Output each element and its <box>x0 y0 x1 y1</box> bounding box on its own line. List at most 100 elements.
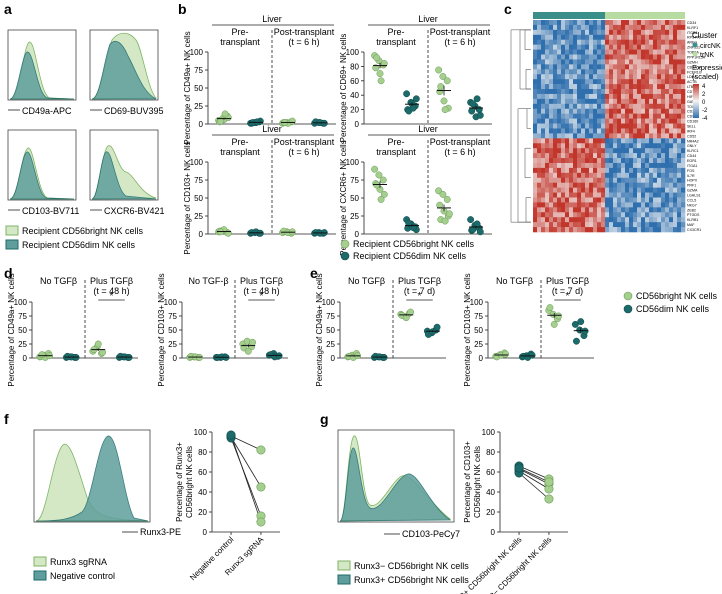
expr-tick-m2: -2 <box>702 108 708 114</box>
heat-cell-5-17 <box>601 44 606 50</box>
heat-cell-7-32 <box>661 54 666 60</box>
heat-cell-16-34 <box>669 98 674 105</box>
heat-cell-9-28 <box>645 64 650 70</box>
heat-cell-36-0 <box>533 197 538 203</box>
heat-cell-16-29 <box>649 98 654 105</box>
heat-cell-30-17 <box>601 167 606 174</box>
heat-cell-8-10 <box>573 59 578 65</box>
heat-cell-37-13 <box>585 202 590 208</box>
heat-cell-25-9 <box>569 143 574 149</box>
heat-cell-16-13 <box>585 98 590 105</box>
heat-cell-17-22 <box>621 103 626 110</box>
heat-cell-33-32 <box>661 182 666 188</box>
heat-cell-41-30 <box>653 222 658 228</box>
heat-cell-34-20 <box>613 187 618 193</box>
heat-cell-20-37 <box>681 118 686 124</box>
heat-cell-26-29 <box>649 148 654 154</box>
heat-cell-38-6 <box>557 207 562 213</box>
heat-cell-29-0 <box>533 162 538 169</box>
heat-cell-18-4 <box>549 108 554 114</box>
heat-cell-19-14 <box>589 113 594 119</box>
heat-cell-14-2 <box>541 89 546 95</box>
heat-cell-20-25 <box>633 118 638 124</box>
heat-cell-2-17 <box>601 29 606 36</box>
heat-cell-17-21 <box>617 103 622 110</box>
panel-a-histograms: CD49a-APC CD69-BUV395 CD103-BV711 CXCR6-… <box>5 29 165 250</box>
g-paired-tick-label-1: 20 <box>486 508 495 517</box>
heat-cell-4-6 <box>557 39 562 45</box>
heat-cell-24-34 <box>669 138 674 144</box>
heat-cell-42-17 <box>601 227 606 233</box>
heat-cell-41-21 <box>617 222 622 228</box>
heat-cell-38-25 <box>633 207 638 213</box>
heat-cell-23-12 <box>581 133 586 139</box>
heat-cell-2-25 <box>633 29 638 36</box>
heat-cell-9-12 <box>581 64 586 70</box>
heat-cell-26-10 <box>573 148 578 154</box>
heat-cell-37-21 <box>617 202 622 208</box>
heat-cell-36-7 <box>561 197 566 203</box>
heat-cell-23-18 <box>605 133 610 139</box>
heat-cell-26-3 <box>545 148 550 154</box>
heat-cell-17-16 <box>597 103 602 110</box>
heat-cell-12-2 <box>541 79 546 85</box>
heat-cell-39-18 <box>605 212 610 218</box>
heat-cell-16-3 <box>545 98 550 105</box>
heat-cell-37-19 <box>609 202 614 208</box>
heat-cell-4-9 <box>569 39 574 45</box>
heat-cell-7-8 <box>565 54 570 60</box>
expression-title-2: (scaled) <box>692 72 719 81</box>
f-paired-tick-label-0: 0 <box>203 528 208 537</box>
heat-cell-38-4 <box>549 207 554 213</box>
heat-cell-14-35 <box>673 89 678 95</box>
heat-cell-28-30 <box>653 158 658 164</box>
heat-cell-33-1 <box>537 182 542 188</box>
heat-cell-0-0 <box>533 20 538 26</box>
heat-cell-11-12 <box>581 74 586 80</box>
heat-cell-19-31 <box>657 113 662 119</box>
heat-cell-18-14 <box>589 108 594 114</box>
heat-cell-11-18 <box>605 74 610 80</box>
legend-negative-control: Negative control <box>50 571 115 581</box>
heat-cell-22-8 <box>565 128 570 134</box>
cluster-circnk-label: circNK <box>700 43 721 50</box>
f-paired-tick-label-5: 100 <box>194 428 208 437</box>
heat-cell-28-12 <box>581 158 586 164</box>
heat-cell-14-13 <box>585 89 590 95</box>
heat-cell-11-33 <box>665 74 670 80</box>
heat-cell-40-7 <box>561 217 566 223</box>
heat-cell-27-23 <box>625 153 630 159</box>
heat-cell-41-6 <box>557 222 562 228</box>
heat-cell-11-14 <box>589 74 594 80</box>
heat-cell-15-29 <box>649 93 654 100</box>
dendro-seg-1 <box>525 69 531 90</box>
heat-cell-8-23 <box>625 59 630 65</box>
heat-cell-32-36 <box>677 177 682 183</box>
heat-cell-3-0 <box>533 34 538 41</box>
gene-label-41: MAF <box>687 223 695 227</box>
heat-cell-30-13 <box>585 167 590 174</box>
heat-cell-2-0 <box>533 29 538 36</box>
panel-g-legend: Runx3− CD56bright NK cells Runx3+ CD56br… <box>337 560 469 585</box>
heat-cell-15-30 <box>653 93 658 100</box>
cluster-legend: Cluster circNK trNK <box>692 31 721 59</box>
heat-cell-31-18 <box>605 172 610 179</box>
heat-cell-34-16 <box>597 187 602 193</box>
heat-cell-40-10 <box>573 217 578 223</box>
heat-cell-32-4 <box>549 177 554 183</box>
heat-cell-6-25 <box>633 49 638 55</box>
heat-cell-11-8 <box>565 74 570 80</box>
heat-cell-3-33 <box>665 34 670 41</box>
legend-bright-a: Recipient CD56bright NK cells <box>22 226 144 236</box>
heat-cell-29-7 <box>561 162 566 169</box>
heat-cell-11-37 <box>681 74 686 80</box>
heat-cell-39-15 <box>593 212 598 218</box>
f-paired-tick-label-4: 80 <box>198 448 207 457</box>
heat-cell-30-7 <box>561 167 566 174</box>
heat-cell-0-14 <box>589 20 594 26</box>
heat-cell-36-33 <box>665 197 670 203</box>
heat-cell-30-20 <box>613 167 618 174</box>
heat-cell-13-24 <box>629 84 634 90</box>
e-left-tick-label-3: 75 <box>326 312 335 321</box>
